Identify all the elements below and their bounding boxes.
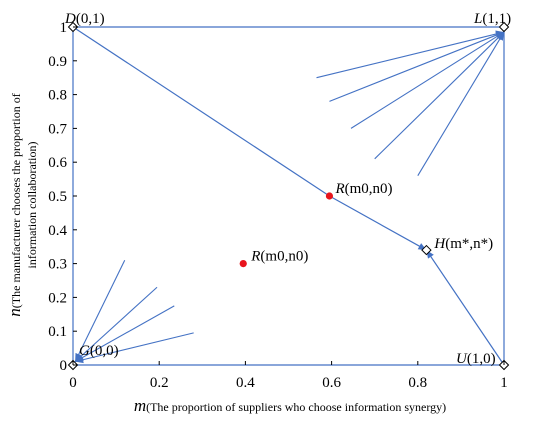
trajectory-to-L-2 — [350, 31, 505, 129]
initial-point-marker-0 — [325, 192, 334, 200]
y-axis-label-main: n — [5, 308, 24, 317]
x-axis-label-main: m — [134, 396, 146, 415]
corner-point-marker-1 — [498, 21, 510, 33]
x-axis-label-sub: (The proportion of suppliers who choose … — [146, 400, 446, 414]
saddle-point-label: H(m*,n*) — [433, 236, 493, 252]
initial-point-label-0: R(m0,n0) — [334, 181, 392, 197]
corner-label-U: U(1,0) — [456, 351, 496, 367]
y-tick-label-6: 0.6 — [48, 155, 67, 171]
initial-point-label-1: R(m0,n0) — [250, 249, 308, 265]
y-tick-label-7: 0.7 — [48, 121, 67, 137]
y-axis-label: n(The manufacturer chooses the proportio… — [5, 93, 24, 316]
trajectory-to-G-2 — [74, 305, 175, 363]
y-tick-label-3: 0.3 — [48, 257, 67, 273]
initial-point-marker-1 — [239, 260, 247, 268]
y-tick-label-5: 0.5 — [48, 189, 67, 205]
trajectory-to-G-1 — [74, 286, 158, 363]
separatrix-path-1 — [425, 249, 505, 366]
y-tick-label-0: 0 — [60, 358, 68, 374]
trajectory-to-L-4 — [417, 31, 505, 177]
y-tick-label-1: 0.1 — [48, 324, 67, 340]
corner-label-D: D(0,1) — [64, 11, 105, 27]
y-tick-label-9: 0.9 — [48, 54, 67, 70]
x-tick-label-1: 0.2 — [150, 375, 169, 391]
trajectory-to-L-3 — [374, 31, 505, 160]
saddle-point-marker — [421, 244, 432, 256]
y-tick-label-8: 0.8 — [48, 88, 67, 104]
trajectory-to-L-0 — [316, 31, 505, 79]
trajectory-to-G-arrow-3 — [75, 356, 84, 364]
trajectory-to-G-0 — [74, 259, 126, 362]
y-axis-label-line2: information collaboration) — [25, 142, 39, 269]
x-tick-label-2: 0.4 — [236, 375, 255, 391]
separatrix-path-0 — [72, 26, 427, 251]
x-tick-label-4: 0.8 — [408, 375, 427, 391]
trajectory-to-L-1 — [329, 31, 505, 102]
x-tick-label-3: 0.6 — [322, 375, 341, 391]
corner-label-L: L(1,1) — [473, 11, 511, 27]
y-tick-label-2: 0.2 — [48, 290, 67, 306]
x-axis-label: m(The proportion of suppliers who choose… — [134, 396, 446, 415]
y-tick-label-10: 1 — [60, 20, 68, 36]
trajectory-to-G-3 — [75, 332, 194, 363]
x-tick-label-5: 1 — [500, 375, 508, 391]
x-tick-label-0: 0 — [69, 375, 77, 391]
y-axis-label-sub-line1: (The manufacturer chooses the proportion… — [9, 93, 23, 308]
trajectory-to-L-arrow-4 — [496, 32, 504, 41]
y-tick-label-4: 0.4 — [48, 223, 67, 239]
corner-label-G: G(0,0) — [79, 343, 119, 359]
